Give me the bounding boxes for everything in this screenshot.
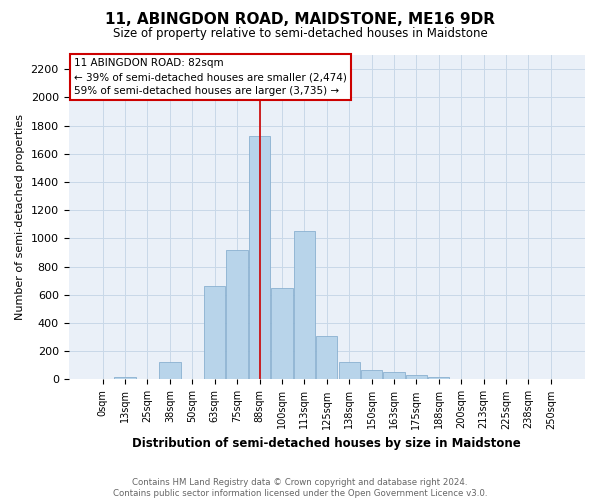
Bar: [406, 374, 427, 380]
Bar: [361, 370, 382, 380]
Text: 11, ABINGDON ROAD, MAIDSTONE, ME16 9DR: 11, ABINGDON ROAD, MAIDSTONE, ME16 9DR: [105, 12, 495, 28]
Bar: [338, 362, 360, 380]
Bar: [159, 362, 181, 380]
Bar: [249, 136, 270, 380]
Bar: [271, 288, 293, 380]
Text: Size of property relative to semi-detached houses in Maidstone: Size of property relative to semi-detach…: [113, 28, 487, 40]
Bar: [316, 336, 337, 380]
Y-axis label: Number of semi-detached properties: Number of semi-detached properties: [15, 114, 25, 320]
Bar: [226, 250, 248, 380]
Bar: [204, 286, 226, 380]
Bar: [451, 378, 472, 380]
Bar: [115, 378, 136, 380]
Bar: [383, 372, 404, 380]
Text: 11 ABINGDON ROAD: 82sqm
← 39% of semi-detached houses are smaller (2,474)
59% of: 11 ABINGDON ROAD: 82sqm ← 39% of semi-de…: [74, 58, 347, 96]
X-axis label: Distribution of semi-detached houses by size in Maidstone: Distribution of semi-detached houses by …: [133, 437, 521, 450]
Bar: [473, 378, 494, 380]
Bar: [428, 378, 449, 380]
Text: Contains HM Land Registry data © Crown copyright and database right 2024.
Contai: Contains HM Land Registry data © Crown c…: [113, 478, 487, 498]
Bar: [294, 230, 315, 380]
